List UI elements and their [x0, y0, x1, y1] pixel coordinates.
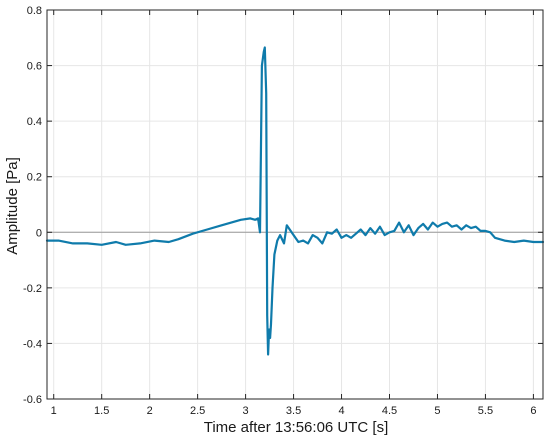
- series-layer: [45, 46, 545, 356]
- x-axis-ticks: 1 1.5 2 2.5 3 3.5 4 4.5 5 5.5 6: [51, 10, 536, 417]
- x-tick-label: 1.5: [94, 405, 109, 417]
- y-axis-ticks: -0.6 -0.4 -0.2 0 0.2 0.4 0.6 0.8: [23, 5, 543, 406]
- y-tick-label: 0.4: [27, 116, 42, 128]
- x-tick-label: 4.5: [382, 405, 397, 417]
- grid: [47, 9, 543, 400]
- x-tick-label: 2.5: [190, 405, 205, 417]
- y-tick-label: 0.8: [27, 5, 42, 17]
- y-tick-label: -0.2: [23, 283, 42, 295]
- x-tick-label: 2: [147, 405, 153, 417]
- x-tick-label: 5: [434, 405, 440, 417]
- x-tick-label: 6: [530, 405, 536, 417]
- x-tick-label: 4: [338, 405, 344, 417]
- x-tick-label: 1: [51, 405, 57, 417]
- y-tick-label: 0.2: [27, 172, 42, 184]
- x-tick-label: 3.5: [286, 405, 301, 417]
- x-tick-label: 5.5: [478, 405, 493, 417]
- y-tick-label: -0.6: [23, 394, 42, 406]
- y-tick-label: 0.6: [27, 61, 42, 73]
- y-tick-label: -0.4: [23, 338, 42, 350]
- plot-frame: [46, 9, 544, 400]
- x-tick-label: 3: [243, 405, 249, 417]
- x-axis-label: Time after 13:56:06 UTC [s]: [204, 419, 389, 436]
- y-tick-label: 0: [36, 227, 42, 239]
- y-axis-label: Amplitude [Pa]: [4, 157, 21, 255]
- series-line: [45, 46, 545, 356]
